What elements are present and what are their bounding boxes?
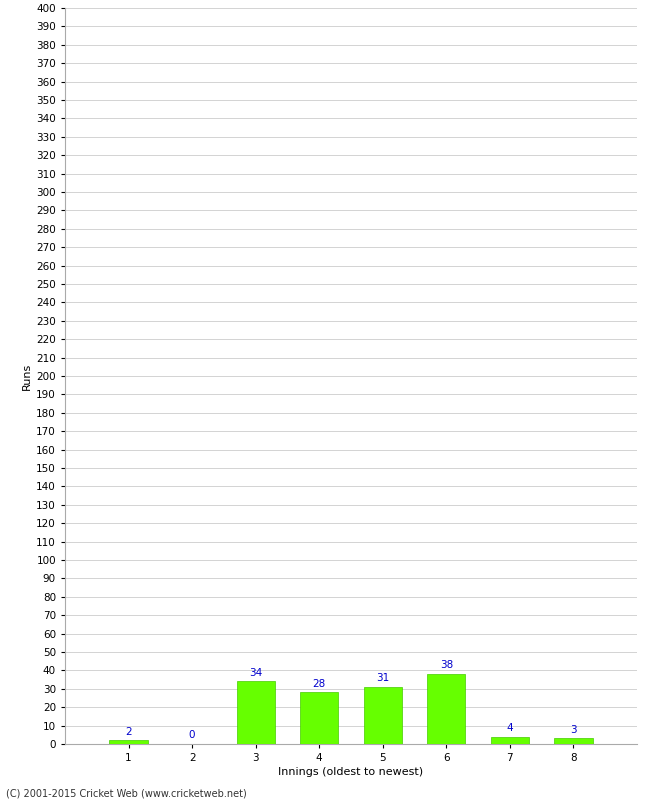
Text: 28: 28 — [313, 678, 326, 689]
Text: 34: 34 — [249, 668, 263, 678]
Y-axis label: Runs: Runs — [22, 362, 32, 390]
Text: 2: 2 — [125, 726, 132, 737]
Text: (C) 2001-2015 Cricket Web (www.cricketweb.net): (C) 2001-2015 Cricket Web (www.cricketwe… — [6, 788, 247, 798]
Text: 31: 31 — [376, 674, 389, 683]
Bar — [109, 740, 148, 744]
Bar — [300, 693, 338, 744]
X-axis label: Innings (oldest to newest): Innings (oldest to newest) — [278, 767, 424, 777]
Text: 0: 0 — [189, 730, 196, 740]
Bar — [237, 682, 275, 744]
Bar — [554, 738, 593, 744]
Text: 3: 3 — [570, 725, 577, 734]
Bar — [364, 687, 402, 744]
Text: 38: 38 — [439, 660, 453, 670]
Bar — [491, 737, 529, 744]
Bar — [427, 674, 465, 744]
Text: 4: 4 — [506, 723, 514, 733]
